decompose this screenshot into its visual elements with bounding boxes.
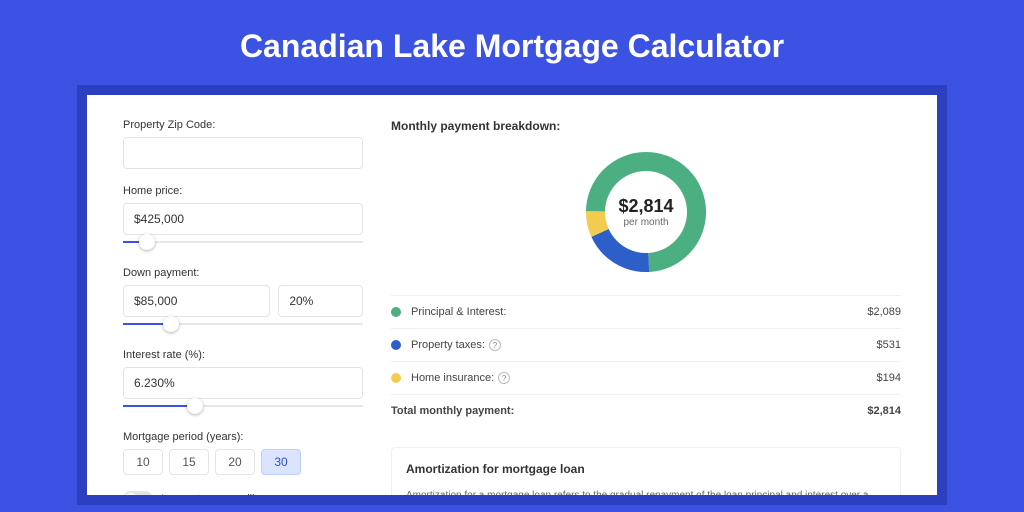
breakdown-title: Monthly payment breakdown: <box>391 119 901 133</box>
down-payment-field: Down payment: <box>123 267 363 333</box>
donut-amount: $2,814 <box>618 196 673 217</box>
label-text: Home insurance: <box>411 372 494 384</box>
period-btn-30[interactable]: 30 <box>261 449 301 475</box>
dot-icon <box>391 307 401 317</box>
veteran-label: I am veteran or military <box>161 493 273 495</box>
label-text: Property taxes: <box>411 339 485 351</box>
interest-slider[interactable] <box>123 401 363 415</box>
down-payment-label: Down payment: <box>123 267 363 279</box>
period-btn-10[interactable]: 10 <box>123 449 163 475</box>
period-label: Mortgage period (years): <box>123 431 363 443</box>
slider-track <box>123 241 363 243</box>
breakdown-row-insurance: Home insurance: ? $194 <box>391 362 901 395</box>
zip-field: Property Zip Code: <box>123 119 363 169</box>
donut-center: $2,814 per month <box>605 171 687 253</box>
help-icon[interactable]: ? <box>498 372 510 384</box>
period-btn-20[interactable]: 20 <box>215 449 255 475</box>
donut-chart: $2,814 per month <box>581 147 711 277</box>
period-field: Mortgage period (years): 10 15 20 30 <box>123 431 363 475</box>
breakdown-label: Principal & Interest: <box>411 306 867 318</box>
donut-sub: per month <box>623 217 668 228</box>
zip-label: Property Zip Code: <box>123 119 363 131</box>
breakdown-value: $2,089 <box>867 306 901 318</box>
dot-icon <box>391 340 401 350</box>
home-price-input[interactable] <box>123 203 363 235</box>
slider-thumb[interactable] <box>139 234 155 250</box>
home-price-slider[interactable] <box>123 237 363 251</box>
breakdown-label: Home insurance: ? <box>411 372 877 384</box>
donut-container: $2,814 per month <box>391 147 901 277</box>
veteran-toggle[interactable] <box>123 491 153 495</box>
breakdown-value: $531 <box>877 339 901 351</box>
home-price-field: Home price: <box>123 185 363 251</box>
down-payment-amount-input[interactable] <box>123 285 270 317</box>
amortization-section: Amortization for mortgage loan Amortizat… <box>391 447 901 495</box>
breakdown-row-taxes: Property taxes: ? $531 <box>391 329 901 362</box>
slider-thumb[interactable] <box>163 316 179 332</box>
breakdown-row-principal: Principal & Interest: $2,089 <box>391 296 901 329</box>
breakdown-row-total: Total monthly payment: $2,814 <box>391 395 901 427</box>
calculator-card: Property Zip Code: Home price: Down paym… <box>87 95 937 495</box>
results-pane: Monthly payment breakdown: $2,814 per mo… <box>391 119 901 471</box>
breakdown-list: Principal & Interest: $2,089 Property ta… <box>391 295 901 427</box>
period-btn-15[interactable]: 15 <box>169 449 209 475</box>
down-payment-pct-input[interactable] <box>278 285 363 317</box>
help-icon[interactable]: ? <box>489 339 501 351</box>
page-header: Canadian Lake Mortgage Calculator <box>0 0 1024 85</box>
total-label: Total monthly payment: <box>391 405 867 417</box>
form-pane: Property Zip Code: Home price: Down paym… <box>123 119 363 471</box>
breakdown-label: Property taxes: ? <box>411 339 877 351</box>
home-price-label: Home price: <box>123 185 363 197</box>
slider-fill <box>123 405 195 407</box>
amortization-title: Amortization for mortgage loan <box>406 462 886 476</box>
period-buttons: 10 15 20 30 <box>123 449 363 475</box>
interest-label: Interest rate (%): <box>123 349 363 361</box>
page-title: Canadian Lake Mortgage Calculator <box>0 28 1024 65</box>
interest-input[interactable] <box>123 367 363 399</box>
zip-input[interactable] <box>123 137 363 169</box>
card-shadow: Property Zip Code: Home price: Down paym… <box>77 85 947 505</box>
veteran-row: I am veteran or military <box>123 491 363 495</box>
total-value: $2,814 <box>867 405 901 417</box>
amortization-text: Amortization for a mortgage loan refers … <box>406 488 886 495</box>
down-payment-slider[interactable] <box>123 319 363 333</box>
breakdown-value: $194 <box>877 372 901 384</box>
toggle-knob <box>125 493 137 495</box>
dot-icon <box>391 373 401 383</box>
slider-thumb[interactable] <box>187 398 203 414</box>
interest-field: Interest rate (%): <box>123 349 363 415</box>
